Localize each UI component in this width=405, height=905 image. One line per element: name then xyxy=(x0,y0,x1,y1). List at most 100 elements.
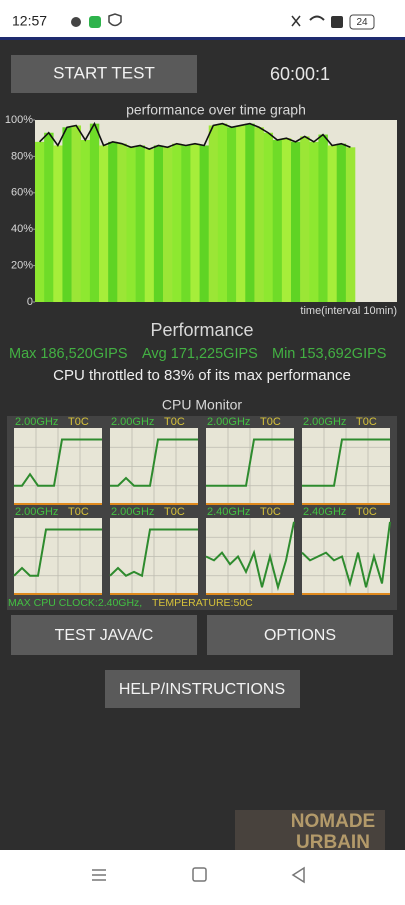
perf-bar xyxy=(108,141,118,302)
perf-bar xyxy=(281,138,292,302)
core-baseline xyxy=(206,503,294,505)
perf-bar xyxy=(44,132,54,302)
core-temp: T0C xyxy=(260,416,281,428)
core-trace xyxy=(110,438,198,487)
performance-heading: Performance xyxy=(150,320,253,340)
perf-min: Min 153,692GIPS xyxy=(272,346,386,362)
status-bar xyxy=(0,0,405,38)
core-baseline xyxy=(302,593,390,595)
test-button[interactable] xyxy=(11,615,197,655)
core-clock: 2.40GHz xyxy=(303,506,346,518)
perf-bar xyxy=(309,141,319,302)
core-temp: T0C xyxy=(164,416,185,428)
perf-bar xyxy=(117,143,127,302)
x-axis-label: time(interval 10min) xyxy=(300,305,397,317)
perf-bar xyxy=(62,127,72,302)
core-baseline xyxy=(110,503,198,505)
graph-title: performance over time graph xyxy=(126,102,306,118)
perf-bar xyxy=(245,123,255,302)
core-baseline xyxy=(206,593,294,595)
perf-bar xyxy=(291,141,301,302)
y-tick-label: 40% xyxy=(11,223,33,235)
core-clock: 2.00GHz xyxy=(207,416,250,428)
core-clock: 2.40GHz xyxy=(207,506,250,518)
battery-icon xyxy=(349,14,375,30)
watermark-line1: NOMADE xyxy=(291,811,375,832)
clock: 12:57 xyxy=(12,13,47,29)
options-button[interactable] xyxy=(207,615,393,655)
perf-bar xyxy=(199,145,210,302)
temperature: TEMPERATURE:50C xyxy=(152,597,253,609)
perf-bar xyxy=(318,134,328,302)
perf-bar xyxy=(89,123,100,302)
help-button[interactable] xyxy=(105,670,300,708)
app-icon xyxy=(89,16,101,28)
menu-nav[interactable] xyxy=(92,869,106,881)
perf-line xyxy=(39,121,351,150)
graph: 0 20% 40% 60% 80% 100% xyxy=(5,114,356,308)
perf-bar xyxy=(327,145,338,302)
perf-bar xyxy=(126,147,136,302)
core-trace xyxy=(13,528,102,577)
core-temp: T0C xyxy=(356,506,377,518)
perf-bar xyxy=(272,140,283,302)
perf-bar xyxy=(217,123,228,302)
perf-bar xyxy=(227,127,237,302)
perf-bar xyxy=(163,147,173,302)
options-button-label: OPTIONS xyxy=(264,627,336,644)
core-temp: T0C xyxy=(68,506,89,518)
core-trace xyxy=(109,528,198,578)
status-border xyxy=(0,37,405,40)
perf-bar xyxy=(336,143,347,302)
core-clock: 2.00GHz xyxy=(111,506,154,518)
core-baseline xyxy=(14,593,102,595)
perf-bar xyxy=(236,125,246,303)
wifi-icon xyxy=(309,15,325,21)
perf-bar xyxy=(263,132,274,302)
sim-icon xyxy=(331,16,343,28)
perf-bar xyxy=(208,125,219,303)
perf-bar xyxy=(144,149,155,302)
back-nav[interactable] xyxy=(291,866,305,884)
perf-bar xyxy=(300,136,310,302)
perf-bar xyxy=(35,141,45,302)
core-baseline xyxy=(110,593,198,595)
throttle-note: CPU throttled to 83% of its max performa… xyxy=(53,367,351,384)
perf-bar xyxy=(153,145,164,302)
test-button-label: TEST JAVA/C xyxy=(55,627,154,644)
perf-bar xyxy=(181,145,191,302)
core-baseline xyxy=(14,503,102,505)
core-trace xyxy=(206,438,294,487)
perf-bar xyxy=(135,145,146,302)
start-button[interactable] xyxy=(11,55,197,93)
shield-icon xyxy=(108,13,122,27)
core-clock: 2.00GHz xyxy=(303,416,346,428)
core-temp: T0C xyxy=(260,506,281,518)
perf-bar xyxy=(190,143,200,302)
home-nav[interactable] xyxy=(192,867,207,882)
y-tick-label: 20% xyxy=(11,260,33,272)
cpu-monitor-title: CPU Monitor xyxy=(162,397,242,413)
core-clock: 2.00GHz xyxy=(111,416,154,428)
core-trace xyxy=(302,438,390,487)
watermark-line2: URBAIN xyxy=(296,832,370,853)
perf-bar xyxy=(172,143,182,302)
perf-bar xyxy=(71,125,82,303)
perf-bar xyxy=(345,147,356,302)
core-trace xyxy=(14,438,102,487)
y-tick-label: 80% xyxy=(11,150,33,162)
battery-level: 24 xyxy=(356,17,368,28)
perf-avg: Avg 171,225GIPS xyxy=(142,346,258,362)
watermark-box xyxy=(235,810,385,852)
perf-bar xyxy=(80,140,91,302)
perf-bar xyxy=(99,145,109,302)
core-baseline xyxy=(302,503,390,505)
nav-bar xyxy=(0,850,405,900)
max-clock: MAX CPU CLOCK:2.40GHz, xyxy=(8,597,142,609)
y-tick-label: 100% xyxy=(5,114,33,126)
core-trace xyxy=(205,521,295,592)
cores: 2.00GHz T0C 2.00GHz T0C 2.00GHz T0C 2.00GHz T0C… xyxy=(13,416,391,595)
core-trace xyxy=(301,521,391,588)
